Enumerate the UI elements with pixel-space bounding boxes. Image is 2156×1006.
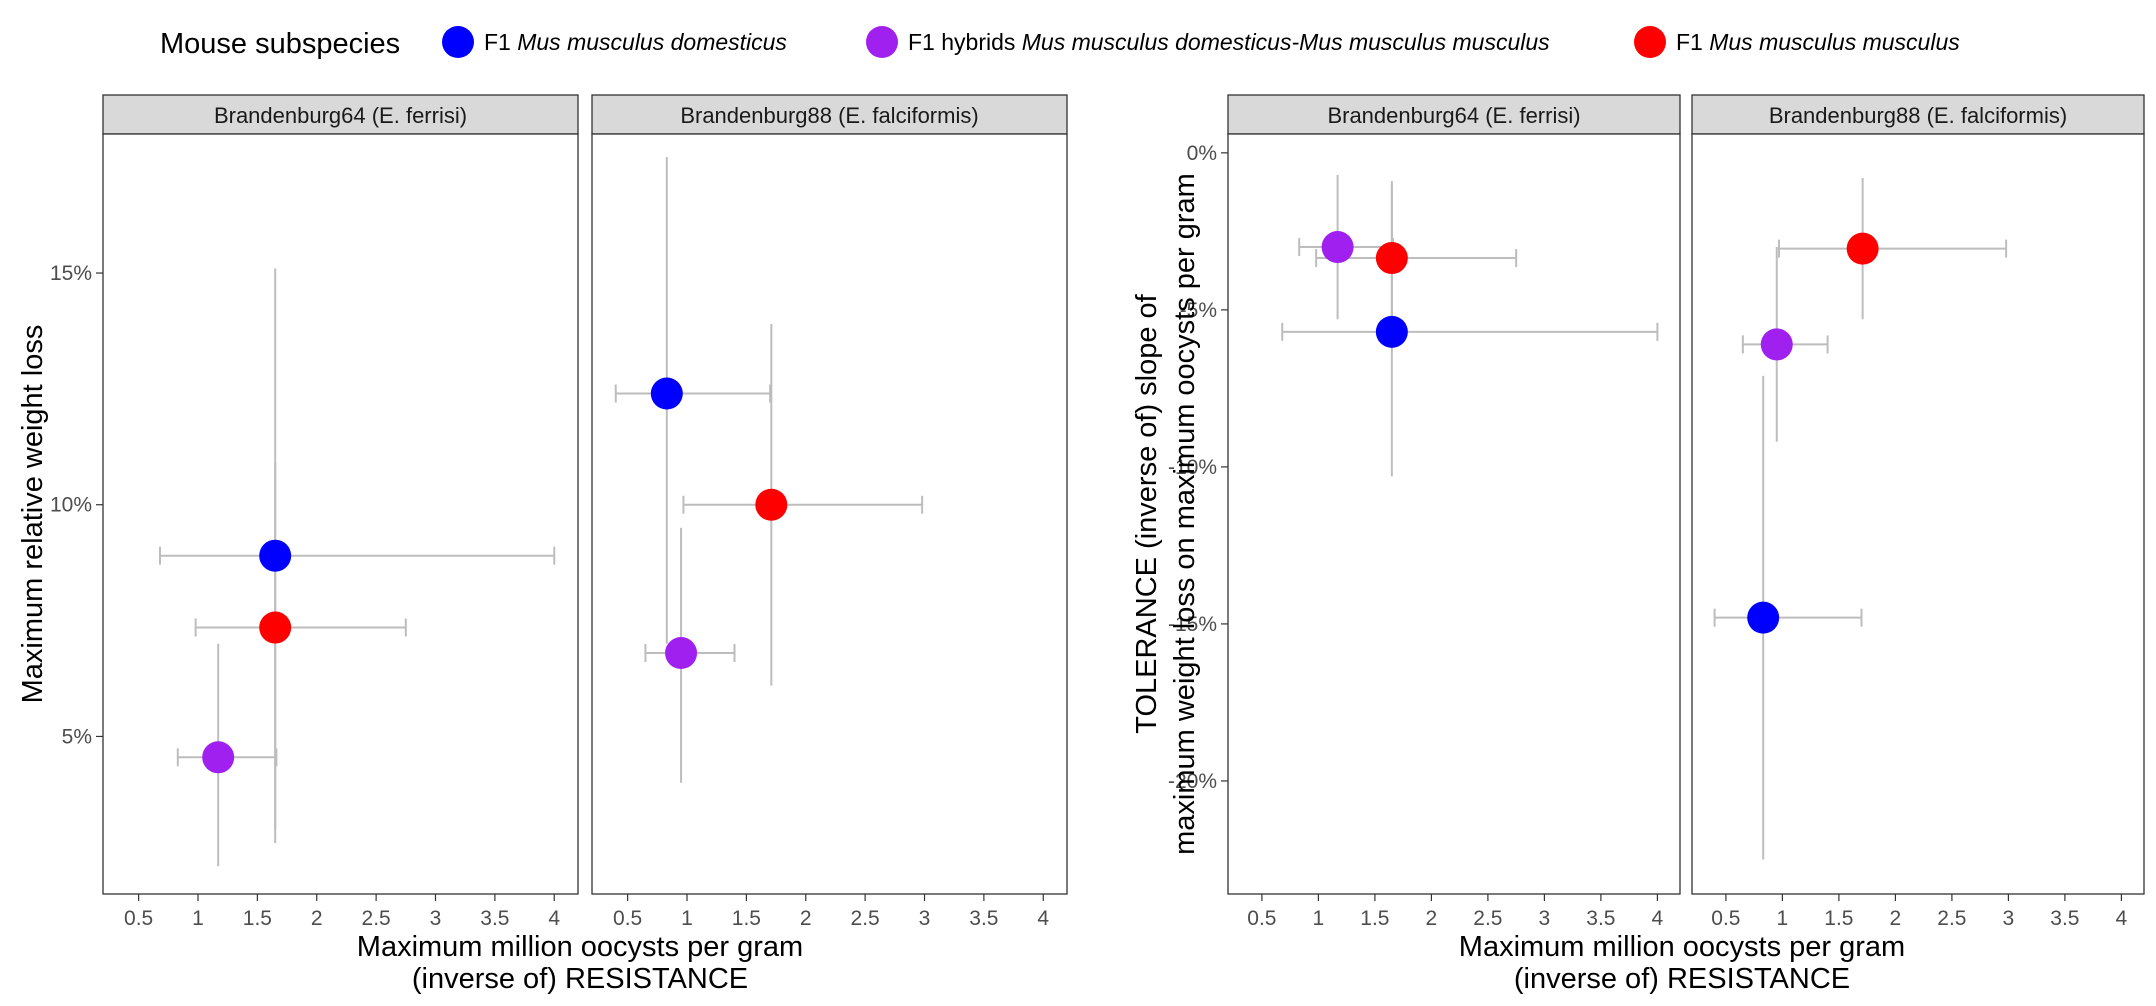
y-axis-title: maximum weight loss on maximum oocysts p… — [1169, 173, 1201, 855]
point-mus — [1375, 242, 1408, 275]
facet-strip-label: Brandenburg88 (E. falciformis) — [680, 103, 978, 128]
x-tick-label: 1 — [192, 907, 204, 930]
y-tick-label: 15% — [50, 262, 92, 285]
point-hyb — [1760, 328, 1793, 361]
y-tick-label: -15% — [1168, 613, 1217, 636]
x-axis-title: (inverse of) RESISTANCE — [412, 963, 748, 995]
charts: 5%10%15%Brandenburg64 (E. ferrisi)0.5 1 1.… — [17, 94, 2145, 995]
x-tick-label: 1 — [1313, 907, 1325, 930]
x-tick-label: 4 — [1652, 907, 1664, 930]
y-tick-label: -5% — [1180, 299, 1217, 322]
x-tick-label: 3.5 — [2050, 907, 2079, 930]
x-tick-label: 1.5 — [732, 907, 761, 930]
facet-strip — [591, 94, 1068, 135]
legend-label-hyb: F1 hybrids Mus musculus domesticus-Mus m… — [908, 29, 1550, 55]
x-tick-label: 4 — [548, 907, 560, 930]
x-tick-label: 1.5 — [1824, 907, 1853, 930]
facet-strip — [1227, 94, 1681, 135]
y-tick-label: -20% — [1168, 770, 1217, 793]
legend-label-mus: F1 Mus musculus musculus — [1676, 29, 1960, 55]
point-hyb — [202, 741, 235, 774]
legend-label-dom: F1 Mus musculus domesticus — [484, 29, 787, 55]
y-axis-title: TOLERANCE (inverse of) slope of — [1131, 293, 1163, 733]
x-tick-label: 4 — [1037, 907, 1049, 930]
x-axis-title: Maximum million oocysts per gram — [1459, 931, 1905, 963]
facet-strip-label: Brandenburg64 (E. ferrisi) — [1327, 103, 1580, 128]
x-tick-label: 4 — [2116, 907, 2128, 930]
facet-2: Brandenburg88 (E. falciformis) 0.5 1 1.5 2 2.… — [591, 94, 1068, 930]
error-bars-mus — [194, 463, 407, 844]
x-tick-label: 1.5 — [243, 907, 272, 930]
x-tick-label: 2 — [800, 907, 812, 930]
x-tick-label: 2 — [311, 907, 323, 930]
legend: Mouse subspecies F1 Mus musculus domesti… — [160, 26, 1960, 60]
chart-2: 0% -5% -10% -15% -20% Brandenburg64 (E. ferri… — [1131, 94, 2145, 995]
x-tick-label: 3.5 — [1586, 907, 1615, 930]
point-mus — [259, 611, 292, 644]
point-hyb — [665, 637, 698, 670]
x-axis-title: Maximum million oocysts per gram — [357, 931, 803, 963]
x-tick-label: 2.5 — [851, 907, 880, 930]
legend-key-mus — [1634, 26, 1666, 58]
y-tick-label: 0% — [1187, 142, 1217, 165]
facet-panel — [1691, 133, 2145, 895]
facet-panel — [102, 133, 579, 895]
x-tick-label: 0.5 — [1247, 907, 1276, 930]
facet-panel — [591, 133, 1068, 895]
x-tick-label: 3 — [1539, 907, 1551, 930]
x-tick-label: 2 — [1890, 907, 1902, 930]
y-tick-label: -10% — [1168, 456, 1217, 479]
y-axis-title: Maximum relative weight loss — [17, 325, 49, 704]
point-dom — [1747, 601, 1780, 634]
facet-strip-label: Brandenburg64 (E. ferrisi) — [214, 103, 467, 128]
x-tick-label: 2.5 — [1473, 907, 1502, 930]
x-tick-label: 3.5 — [969, 907, 998, 930]
facet-1: Brandenburg64 (E. ferrisi) 0.5 1 1.5 2 2.5 3 3.… — [102, 94, 579, 930]
y-tick-label: 10% — [50, 494, 92, 517]
x-tick-label: 3 — [2003, 907, 2015, 930]
x-tick-label: 2 — [1426, 907, 1438, 930]
x-tick-label: 3 — [430, 907, 442, 930]
x-tick-label: 0.5 — [1711, 907, 1740, 930]
point-dom — [650, 377, 683, 410]
point-dom — [259, 539, 292, 572]
legend-key-hyb — [866, 26, 898, 58]
x-tick-label: 3.5 — [480, 907, 509, 930]
x-tick-label: 1 — [681, 907, 693, 930]
x-tick-label: 2.5 — [1937, 907, 1966, 930]
facet-strip-label: Brandenburg88 (E. falciformis) — [1769, 103, 2067, 128]
facet-panel — [1227, 133, 1681, 895]
point-hyb — [1321, 231, 1354, 264]
y-tick-label: 5% — [62, 725, 92, 748]
legend-key-dom — [442, 26, 474, 58]
x-tick-label: 2.5 — [362, 907, 391, 930]
x-tick-label: 1.5 — [1360, 907, 1389, 930]
facet-strip — [102, 94, 579, 135]
x-tick-label: 3 — [919, 907, 931, 930]
x-tick-label: 0.5 — [613, 907, 642, 930]
x-tick-label: 0.5 — [124, 907, 153, 930]
x-tick-label: 1 — [1777, 907, 1789, 930]
x-axis-title: (inverse of) RESISTANCE — [1514, 963, 1850, 995]
point-mus — [1846, 232, 1879, 265]
facet-1: Brandenburg64 (E. ferrisi) 0.5 1 1.5 2 2.5 3 3.… — [1227, 94, 1681, 930]
facet-2: Brandenburg88 (E. falciformis) 0.5 1 1.5 2 2.… — [1691, 94, 2145, 930]
point-dom — [1375, 315, 1408, 348]
legend-title: Mouse subspecies — [160, 28, 400, 60]
point-mus — [755, 488, 788, 521]
chart-1: 5% 10% 15% Brandenburg64 (E. ferrisi) 0.5 1 1.… — [17, 94, 1068, 995]
